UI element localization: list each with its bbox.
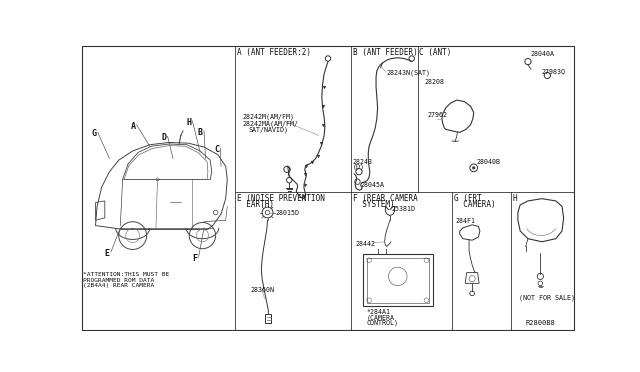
- Text: EARTH): EARTH): [237, 200, 273, 209]
- Text: *ATTENTION:THIS MUST BE
PROGRAMMED ROM DATA
(2B4A4) REAR CAMERA: *ATTENTION:THIS MUST BE PROGRAMMED ROM D…: [83, 272, 170, 288]
- Text: F: F: [193, 254, 197, 263]
- Text: SAT/NAVID): SAT/NAVID): [249, 126, 289, 133]
- Text: (NOT FOR SALE): (NOT FOR SALE): [520, 295, 575, 301]
- Text: G: G: [92, 129, 97, 138]
- Text: 28442: 28442: [355, 241, 375, 247]
- Text: 27962: 27962: [428, 112, 447, 118]
- Text: H: H: [513, 194, 517, 203]
- Text: *284A1: *284A1: [367, 309, 391, 315]
- Text: B: B: [198, 128, 203, 137]
- Text: CONTROL): CONTROL): [367, 320, 399, 326]
- Text: C: C: [214, 145, 219, 154]
- Text: SYSTEM): SYSTEM): [353, 200, 394, 209]
- Text: 28040A: 28040A: [531, 51, 554, 57]
- Text: 28242M(AM/FM): 28242M(AM/FM): [243, 114, 295, 121]
- Text: F (REAR CAMERA: F (REAR CAMERA: [353, 194, 417, 203]
- Text: (CAMERA: (CAMERA: [367, 314, 395, 321]
- Text: CAMERA): CAMERA): [454, 200, 495, 209]
- Text: A (ANT FEEDER:2): A (ANT FEEDER:2): [237, 48, 310, 58]
- Text: 28243N(SAT): 28243N(SAT): [386, 69, 430, 76]
- Text: 28015D: 28015D: [275, 210, 300, 216]
- Text: 28242MA(AM/FM/: 28242MA(AM/FM/: [243, 120, 299, 126]
- Text: E: E: [105, 249, 110, 258]
- Text: A: A: [131, 122, 136, 131]
- Text: (D): (D): [353, 164, 365, 170]
- Text: 28040B: 28040B: [477, 158, 501, 164]
- Text: 28243: 28243: [353, 158, 372, 164]
- Text: R2800B8: R2800B8: [525, 320, 556, 326]
- Text: 28045A: 28045A: [360, 182, 385, 188]
- Circle shape: [472, 166, 476, 169]
- Text: 27983Q: 27983Q: [541, 68, 565, 74]
- Text: C (ANT): C (ANT): [419, 48, 452, 58]
- Text: G (FRT: G (FRT: [454, 194, 481, 203]
- Text: D: D: [161, 133, 166, 142]
- Text: 25381D: 25381D: [392, 206, 415, 212]
- Text: H: H: [186, 118, 191, 127]
- Text: B (ANT FEEDER): B (ANT FEEDER): [353, 48, 417, 58]
- Text: 284F1: 284F1: [455, 218, 475, 224]
- Text: 28208: 28208: [425, 79, 445, 85]
- Text: E (NOISE PREVENTION: E (NOISE PREVENTION: [237, 194, 324, 203]
- Text: 28360N: 28360N: [250, 287, 275, 293]
